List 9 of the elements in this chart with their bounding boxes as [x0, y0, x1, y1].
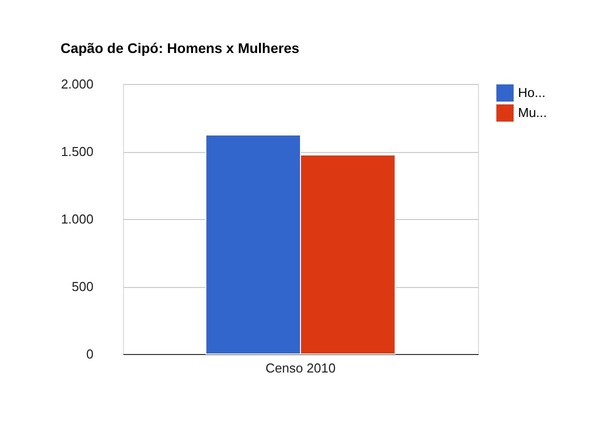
legend-label: Mu...	[518, 105, 547, 120]
y-tick-label: 500	[72, 279, 94, 294]
chart-title: Capão de Cipó: Homens x Mulheres	[60, 40, 300, 56]
y-tick-label: 1.500	[60, 144, 94, 159]
x-tick-label: Censo 2010	[265, 360, 336, 376]
y-tick-label: 2.000	[60, 76, 94, 92]
y-tick-label: 0	[86, 346, 94, 362]
legend-label: Ho...	[518, 85, 546, 100]
y-tick-label: 1.000	[60, 212, 94, 226]
